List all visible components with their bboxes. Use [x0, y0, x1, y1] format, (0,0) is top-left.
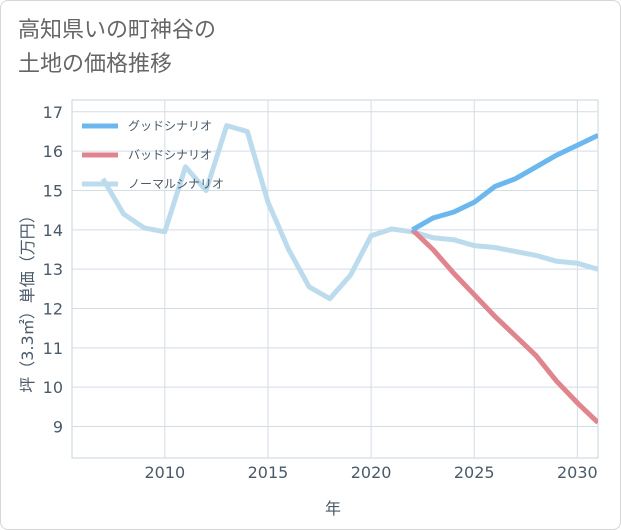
y-tick-label: 17: [43, 103, 63, 122]
series-line-2: [410, 227, 598, 425]
y-tick-label: 11: [43, 339, 63, 358]
x-tick-label: 2030: [557, 463, 598, 482]
x-tick-label: 2025: [454, 463, 495, 482]
legend-label-1: グッドシナリオ: [128, 119, 212, 133]
y-tick-label: 16: [43, 142, 63, 161]
series-lines: [100, 123, 598, 425]
x-tick-label: 2020: [351, 463, 392, 482]
y-tick-label: 10: [43, 378, 63, 397]
y-tick-label: 15: [43, 181, 63, 200]
x-axis-ticks: 2010 2015 2020 2025 2030: [144, 463, 597, 482]
chart-title-line-2: 土地の価格推移: [18, 52, 173, 77]
legend-label-3: ノーマルシナリオ: [128, 177, 224, 191]
legend-label-2: バッドシナリオ: [128, 148, 212, 162]
chart-title-line-1: 高知県いの町神谷の: [18, 18, 217, 43]
y-axis-title: 坪（3.3㎡）単価（万円）: [18, 207, 37, 392]
grid: [72, 100, 598, 458]
series-line-3: [100, 123, 598, 302]
y-tick-label: 14: [43, 221, 63, 240]
x-axis-title: 年: [325, 499, 341, 518]
y-tick-label: 9: [53, 418, 63, 437]
y-tick-label: 13: [43, 260, 63, 279]
series-line-1: [411, 133, 598, 232]
x-tick-label: 2015: [248, 463, 289, 482]
x-tick-label: 2010: [144, 463, 185, 482]
y-axis-ticks: 9 10 11 12 13 14 15 16 17: [43, 103, 63, 437]
chart-title: 高知県いの町神谷の 土地の価格推移: [18, 14, 216, 82]
plot-area: [71, 99, 599, 459]
y-tick-label: 12: [43, 300, 63, 319]
